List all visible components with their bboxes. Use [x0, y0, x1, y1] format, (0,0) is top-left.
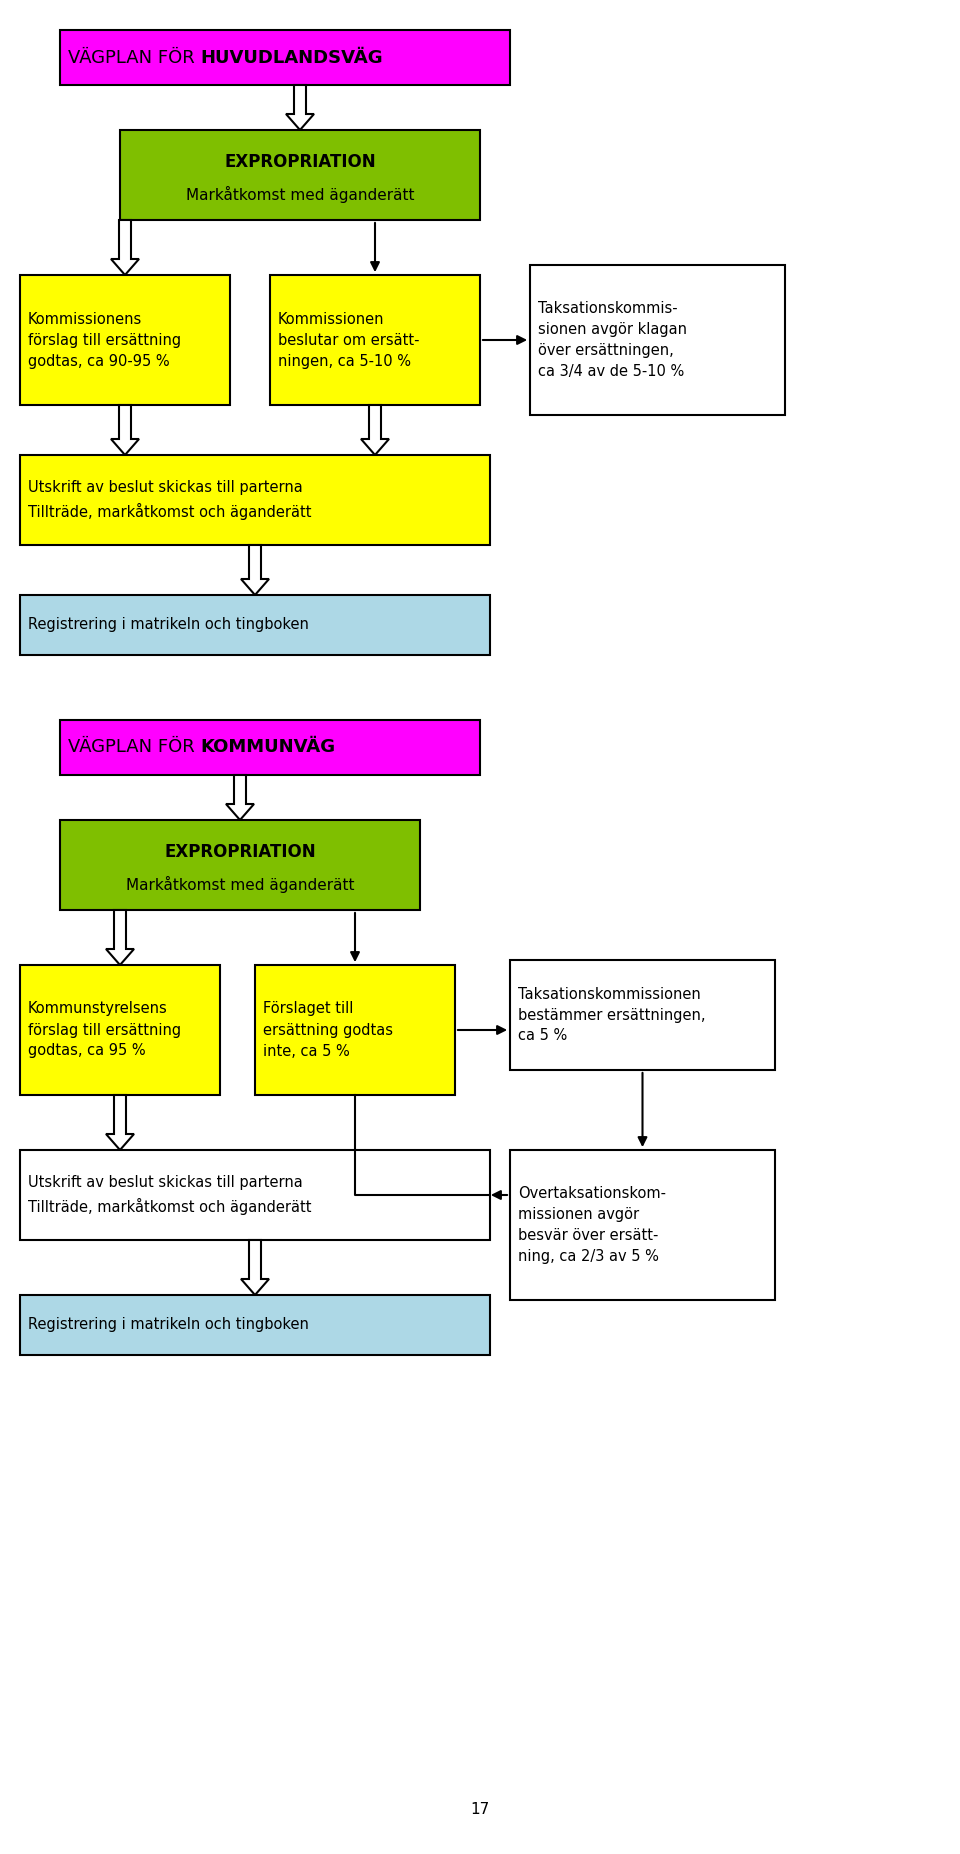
Text: Kommissionens
förslag till ersättning
godtas, ca 90-95 %: Kommissionens förslag till ersättning go…	[28, 311, 181, 369]
Bar	[20, 1149, 490, 1240]
Text: Utskrift av beslut skickas till parterna
Tillträde, markåtkomst och äganderätt: Utskrift av beslut skickas till parterna…	[28, 1175, 311, 1214]
Text: Registrering i matrikeln och tingboken: Registrering i matrikeln och tingboken	[28, 617, 309, 632]
Bar	[120, 130, 480, 221]
Text: 17: 17	[470, 1802, 490, 1817]
Text: HUVUDLANDSVÄG: HUVUDLANDSVÄG	[201, 48, 383, 67]
Bar	[20, 1294, 490, 1355]
Text: VÄGPLAN FÖR: VÄGPLAN FÖR	[68, 48, 201, 67]
Polygon shape	[226, 775, 254, 819]
Text: Kommunstyrelsens
förslag till ersättning
godtas, ca 95 %: Kommunstyrelsens förslag till ersättning…	[28, 1001, 181, 1059]
Text: Markåtkomst med äganderätt: Markåtkomst med äganderätt	[126, 877, 354, 894]
Bar	[255, 964, 455, 1096]
Polygon shape	[241, 545, 269, 595]
Bar	[20, 274, 230, 404]
Text: Markåtkomst med äganderätt: Markåtkomst med äganderätt	[185, 185, 415, 204]
Polygon shape	[286, 85, 314, 130]
Text: KOMMUNVÄG: KOMMUNVÄG	[201, 738, 336, 756]
Text: VÄGPLAN FÖR: VÄGPLAN FÖR	[68, 738, 201, 756]
Bar	[20, 595, 490, 654]
Text: EXPROPRIATION: EXPROPRIATION	[164, 842, 316, 860]
Polygon shape	[111, 404, 139, 454]
Polygon shape	[106, 910, 134, 964]
Bar	[60, 30, 510, 85]
Text: Kommissionen
beslutar om ersätt-
ningen, ca 5-10 %: Kommissionen beslutar om ersätt- ningen,…	[278, 311, 420, 369]
Text: Taksationskommissionen
bestämmer ersättningen,
ca 5 %: Taksationskommissionen bestämmer ersättn…	[518, 986, 706, 1044]
Bar	[20, 454, 490, 545]
Text: Overtaksationskom-
missionen avgör
besvär över ersätt-
ning, ca 2/3 av 5 %: Overtaksationskom- missionen avgör besvä…	[518, 1187, 666, 1264]
Bar	[510, 1149, 775, 1300]
Text: Utskrift av beslut skickas till parterna
Tillträde, markåtkomst och äganderätt: Utskrift av beslut skickas till parterna…	[28, 480, 311, 519]
Bar	[530, 265, 785, 415]
Bar	[60, 719, 480, 775]
Text: Förslaget till
ersättning godtas
inte, ca 5 %: Förslaget till ersättning godtas inte, c…	[263, 1001, 393, 1059]
Polygon shape	[106, 1096, 134, 1149]
Polygon shape	[361, 404, 389, 454]
Bar	[270, 274, 480, 404]
Polygon shape	[111, 221, 139, 274]
Text: EXPROPRIATION: EXPROPRIATION	[225, 152, 375, 171]
Text: Registrering i matrikeln och tingboken: Registrering i matrikeln och tingboken	[28, 1318, 309, 1333]
Bar	[60, 819, 420, 910]
Text: Taksationskommis-
sionen avgör klagan
över ersättningen,
ca 3/4 av de 5-10 %: Taksationskommis- sionen avgör klagan öv…	[538, 300, 687, 378]
Bar	[20, 964, 220, 1096]
Bar	[510, 960, 775, 1070]
Polygon shape	[241, 1240, 269, 1294]
